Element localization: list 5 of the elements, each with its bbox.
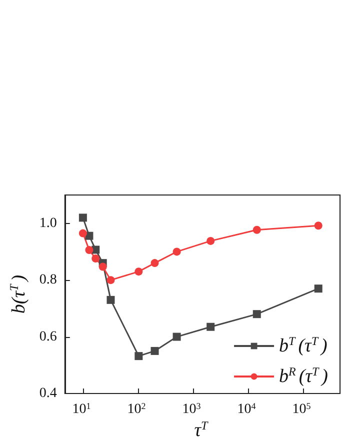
- y-tick-label: 0.4: [39, 386, 57, 401]
- y-tick-label: 0.6: [39, 329, 57, 344]
- y-tick-label: 1.0: [39, 216, 57, 231]
- y-tick-label: 0.8: [39, 272, 57, 288]
- y-axis-title: b(τT): [7, 274, 30, 314]
